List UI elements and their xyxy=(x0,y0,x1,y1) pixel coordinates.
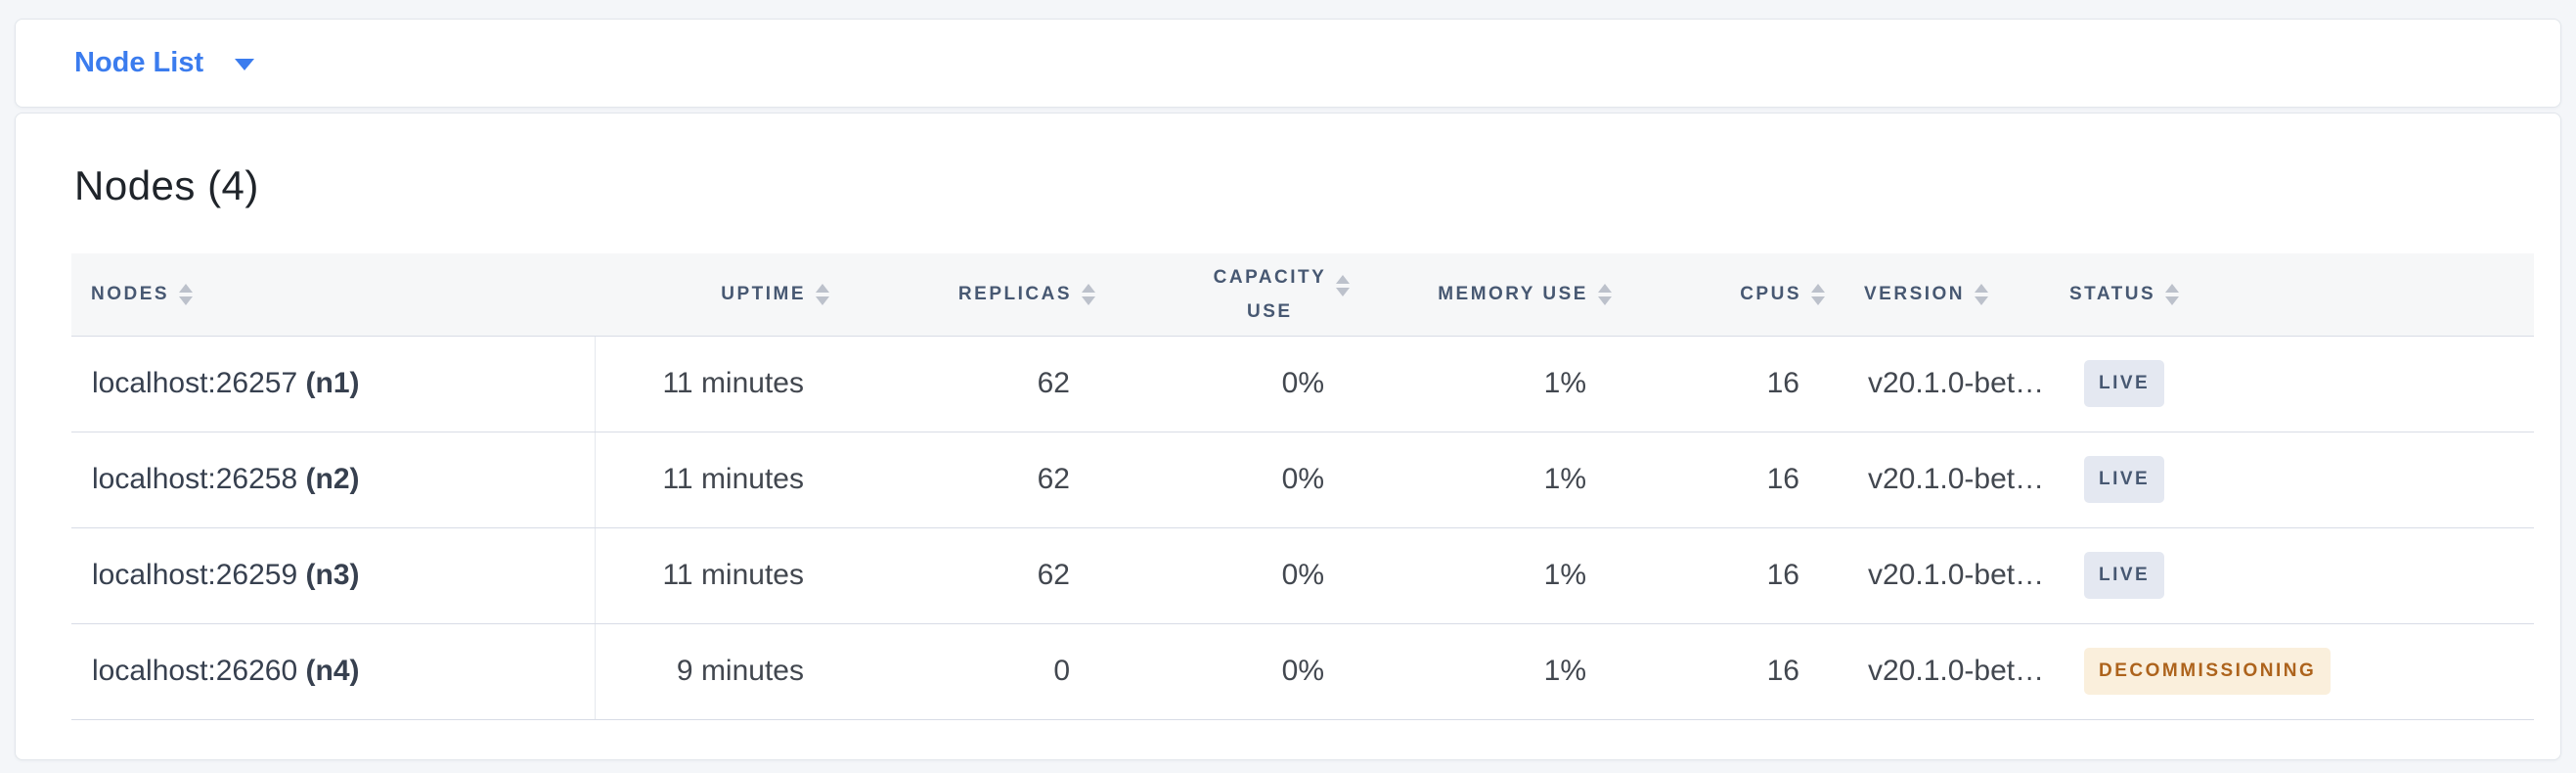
cell-memory_use: 1% xyxy=(1357,623,1620,720)
cell-version: v20.1.0-bet… xyxy=(1833,623,2045,720)
cell-nodes: localhost:26260 (n4) xyxy=(71,623,596,720)
cell-memory_use: 1% xyxy=(1357,336,1620,432)
cell-capacity_use: 0% xyxy=(1103,432,1357,528)
sort-icon xyxy=(816,283,829,305)
column-header-label: NODES xyxy=(91,283,170,304)
sort-icon xyxy=(1598,283,1612,305)
table-row[interactable]: localhost:26259 (n3) 11 minutes 62 0% 1% 16 v2… xyxy=(71,527,2534,624)
node-address-link[interactable]: localhost:26260 (n4) xyxy=(92,655,360,687)
cell-uptime: 11 minutes xyxy=(595,336,837,432)
sort-icon xyxy=(1336,274,1350,296)
caret-down-icon xyxy=(235,59,255,70)
cell-capacity_use: 0% xyxy=(1103,623,1357,720)
node-list-dropdown[interactable]: Node List xyxy=(74,47,255,79)
cell-nodes: localhost:26257 (n1) xyxy=(71,336,596,432)
cell-version: v20.1.0-bet… xyxy=(1833,336,2045,432)
cell-cpus: 16 xyxy=(1620,623,1833,720)
cell-nodes: localhost:26259 (n3) xyxy=(71,527,596,624)
node-address-link[interactable]: localhost:26259 (n3) xyxy=(92,559,360,591)
table-header: NODES UPTIME REPLICAS CAPACITY USE MEMORY US… xyxy=(71,253,2534,337)
column-header-uptime[interactable]: UPTIME xyxy=(595,253,837,337)
node-id: (n4) xyxy=(305,655,360,687)
column-header-label: VERSION xyxy=(1864,283,1966,304)
cell-cpus: 16 xyxy=(1620,432,1833,528)
cell-replicas: 62 xyxy=(837,527,1103,624)
column-header-version[interactable]: VERSION xyxy=(1833,253,2045,337)
node-id: (n1) xyxy=(305,367,360,399)
node-address-link[interactable]: localhost:26257 (n1) xyxy=(92,367,360,399)
column-header-label: MEMORY USE xyxy=(1438,283,1588,304)
column-header-capacity_use[interactable]: CAPACITY USE xyxy=(1103,253,1357,337)
cell-status: LIVE xyxy=(2045,527,2534,624)
column-header-label: CPUS xyxy=(1740,283,1801,304)
node-id: (n2) xyxy=(305,463,360,495)
cell-replicas: 62 xyxy=(837,336,1103,432)
view-selector-card: Node List xyxy=(15,19,2561,108)
cell-status: LIVE xyxy=(2045,432,2534,528)
cell-cpus: 16 xyxy=(1620,336,1833,432)
node-id: (n3) xyxy=(305,559,360,591)
cell-uptime: 9 minutes xyxy=(595,623,837,720)
column-header-label: CAPACITY USE xyxy=(1213,266,1327,322)
cell-status: LIVE xyxy=(2045,336,2534,432)
column-header-nodes[interactable]: NODES xyxy=(71,253,595,337)
nodes-table: NODES UPTIME REPLICAS CAPACITY USE MEMORY US… xyxy=(71,253,2534,720)
cell-replicas: 0 xyxy=(837,623,1103,720)
status-badge: LIVE xyxy=(2084,360,2165,407)
nodes-card: Nodes (4) NODES UPTIME REPLICAS CAPACITY US… xyxy=(15,113,2561,760)
cell-nodes: localhost:26258 (n2) xyxy=(71,432,596,528)
column-header-label: UPTIME xyxy=(721,283,806,304)
table-row[interactable]: localhost:26257 (n1) 11 minutes 62 0% 1% 16 v2… xyxy=(71,336,2534,432)
sort-icon xyxy=(179,283,194,305)
cell-cpus: 16 xyxy=(1620,527,1833,624)
column-header-label: REPLICAS xyxy=(957,283,1072,304)
cell-version: v20.1.0-bet… xyxy=(1833,527,2045,624)
column-header-replicas[interactable]: REPLICAS xyxy=(837,253,1103,337)
column-header-label: STATUS xyxy=(2069,283,2156,304)
cell-replicas: 62 xyxy=(837,432,1103,528)
sort-icon xyxy=(1811,283,1825,305)
status-badge: DECOMMISSIONING xyxy=(2084,648,2332,695)
cell-uptime: 11 minutes xyxy=(595,527,837,624)
column-header-cpus[interactable]: CPUS xyxy=(1620,253,1833,337)
sort-icon xyxy=(1082,283,1095,305)
cell-capacity_use: 0% xyxy=(1103,336,1357,432)
cell-memory_use: 1% xyxy=(1357,432,1620,528)
cell-memory_use: 1% xyxy=(1357,527,1620,624)
column-header-status[interactable]: STATUS xyxy=(2045,253,2534,337)
cell-uptime: 11 minutes xyxy=(595,432,837,528)
sort-icon xyxy=(2165,283,2180,305)
status-badge: LIVE xyxy=(2084,456,2165,503)
table-row[interactable]: localhost:26258 (n2) 11 minutes 62 0% 1% 16 v2… xyxy=(71,432,2534,528)
cell-version: v20.1.0-bet… xyxy=(1833,432,2045,528)
node-address-link[interactable]: localhost:26258 (n2) xyxy=(92,463,360,495)
status-badge: LIVE xyxy=(2084,552,2165,599)
cell-status: DECOMMISSIONING xyxy=(2045,623,2534,720)
sort-icon xyxy=(1975,283,1989,305)
node-list-dropdown-label: Node List xyxy=(74,47,204,78)
table-row[interactable]: localhost:26260 (n4) 9 minutes 0 0% 1% 16 v20.… xyxy=(71,623,2534,720)
column-header-memory_use[interactable]: MEMORY USE xyxy=(1357,253,1620,337)
cell-capacity_use: 0% xyxy=(1103,527,1357,624)
page-title: Nodes (4) xyxy=(74,162,259,208)
